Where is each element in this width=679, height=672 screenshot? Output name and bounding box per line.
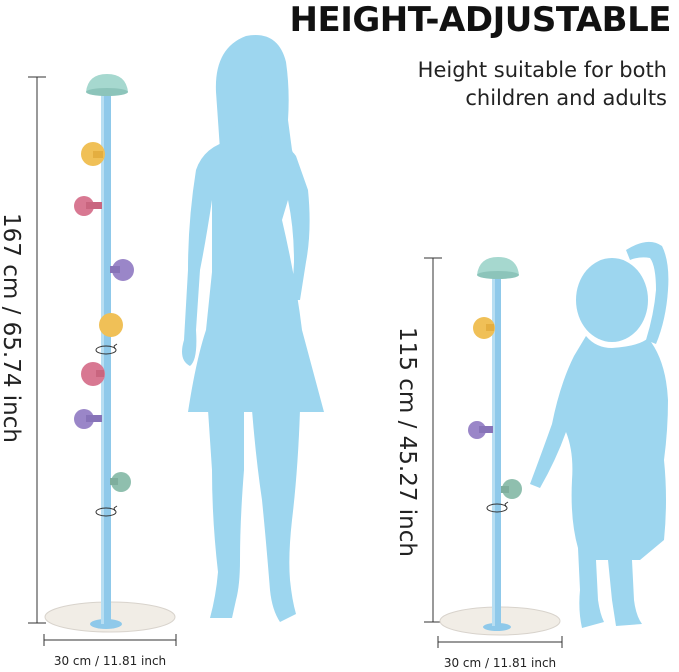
child-silhouette	[530, 241, 669, 628]
green-hook	[502, 479, 522, 499]
rotate-icon	[95, 343, 118, 517]
yellow-hook	[473, 317, 495, 339]
headline: HEIGHT-ADJUSTABLE	[289, 0, 672, 40]
tall-height-dimension	[28, 76, 46, 624]
adult-silhouette	[182, 35, 324, 622]
short-width-label: 30 cm / 11.81 inch	[443, 656, 557, 670]
short-height-label: 115 cm / 45.27 inch	[394, 327, 420, 557]
tall-height-label: 167 cm / 65.74 inch	[0, 213, 24, 443]
short-coat-rack	[439, 257, 561, 636]
short-cap	[477, 257, 519, 275]
tall-width-label: 30 cm / 11.81 inch	[53, 654, 167, 668]
short-height-dimension	[424, 257, 442, 623]
rotate-icon	[486, 501, 509, 513]
subtitle: Height suitable for both children and ad…	[417, 58, 667, 110]
yellow-hook	[99, 313, 123, 337]
tall-pole	[101, 94, 111, 624]
tall-cap	[86, 74, 128, 92]
purple-hook	[112, 259, 134, 281]
tall-width-dimension	[43, 634, 177, 646]
purple-hook	[74, 409, 94, 429]
short-width-dimension	[437, 636, 563, 648]
tall-coat-rack	[44, 74, 176, 633]
pink-hook	[74, 196, 94, 216]
pink-hook	[81, 362, 105, 386]
green-hook	[111, 472, 131, 492]
purple-hook	[468, 421, 486, 439]
short-pole	[492, 276, 501, 626]
